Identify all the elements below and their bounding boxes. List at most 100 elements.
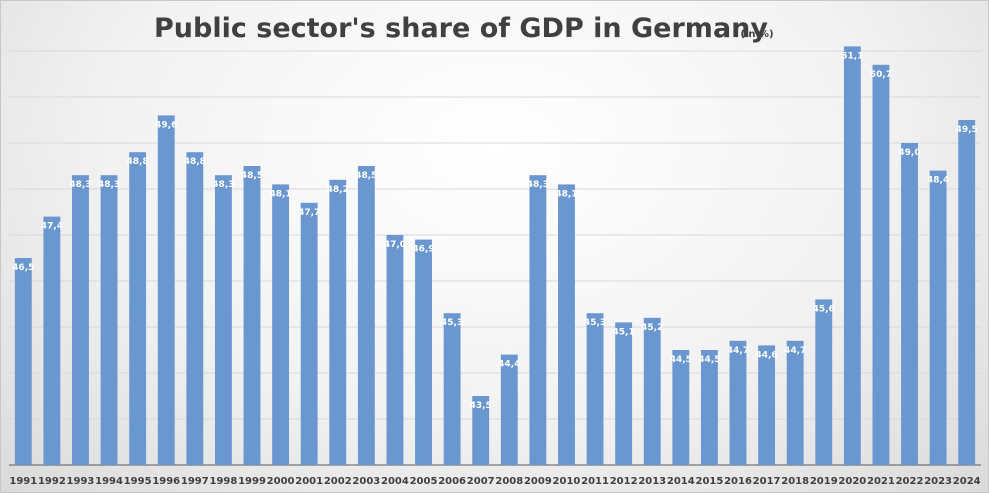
- data-label-1994: 48,3: [98, 180, 120, 190]
- x-tick-1999: 1999: [238, 476, 266, 487]
- x-tick-1996: 1996: [152, 476, 180, 487]
- x-tick-2010: 2010: [553, 476, 581, 487]
- data-label-2012: 45,1: [613, 327, 635, 337]
- bar-2015: [700, 350, 718, 465]
- x-tick-1993: 1993: [67, 476, 95, 487]
- x-tick-2000: 2000: [267, 476, 295, 487]
- x-tick-2004: 2004: [381, 476, 409, 487]
- x-axis-ticks: 1991 1992 1993 1994 1995 1996 1997 1998 1999 2000…: [9, 476, 980, 487]
- bar-2002: [329, 179, 347, 466]
- data-label-2013: 45,2: [641, 323, 663, 333]
- bar-series: 46,5 47,4 48,3 48,3 48,8 49,6 48,8 48,3 48,5 48,1…: [12, 46, 978, 466]
- bar-1999: [243, 166, 261, 465]
- bar-2000: [272, 184, 290, 465]
- data-label-2010: 48,1: [555, 189, 577, 199]
- x-tick-1997: 1997: [181, 476, 209, 487]
- data-label-1999: 48,5: [241, 171, 263, 181]
- bar-2012: [615, 322, 633, 465]
- bar-2011: [586, 313, 604, 465]
- x-tick-1998: 1998: [209, 476, 237, 487]
- bar-2010: [558, 184, 575, 465]
- x-tick-2006: 2006: [438, 476, 466, 487]
- bar-2013: [643, 317, 661, 465]
- chart-title: Public sector's share of GDP in Germany: [154, 13, 768, 44]
- data-label-2023: 48,4: [927, 176, 949, 186]
- x-tick-2012: 2012: [610, 476, 638, 487]
- bar-2020: [843, 46, 861, 466]
- x-tick-1994: 1994: [95, 476, 123, 487]
- data-label-1997: 48,8: [184, 157, 206, 167]
- data-label-2003: 48,5: [355, 171, 377, 181]
- data-label-2004: 47,0: [384, 240, 406, 250]
- x-tick-1992: 1992: [38, 476, 66, 487]
- data-label-2018: 44,7: [784, 346, 806, 356]
- x-tick-2007: 2007: [467, 476, 495, 487]
- data-label-2021: 50,7: [870, 70, 892, 80]
- chart-subtitle: (in %): [740, 29, 773, 40]
- x-tick-2005: 2005: [410, 476, 438, 487]
- x-tick-2008: 2008: [495, 476, 523, 487]
- x-tick-2017: 2017: [753, 476, 781, 487]
- bar-2017: [758, 345, 776, 465]
- bar-2024: [958, 120, 976, 465]
- data-label-2002: 48,2: [327, 185, 349, 195]
- bar-1992: [43, 216, 61, 465]
- bar-2023: [929, 170, 947, 465]
- data-label-1992: 47,4: [41, 222, 63, 232]
- bar-1997: [186, 152, 204, 465]
- data-label-2011: 45,3: [584, 318, 606, 328]
- bar-2004: [386, 235, 404, 465]
- data-label-2016: 44,7: [727, 346, 749, 356]
- bar-2005: [415, 239, 432, 465]
- x-tick-2022: 2022: [896, 476, 924, 487]
- gridlines: [9, 50, 981, 466]
- data-label-2019: 45,6: [813, 304, 835, 314]
- bar-2019: [815, 299, 833, 465]
- data-label-2009: 48,3: [527, 180, 549, 190]
- x-tick-1995: 1995: [124, 476, 152, 487]
- bar-2009: [529, 175, 547, 465]
- bar-1995: [129, 152, 147, 465]
- x-tick-2011: 2011: [581, 476, 609, 487]
- data-label-2005: 46,9: [412, 245, 434, 255]
- data-label-2014: 44,5: [670, 355, 692, 365]
- x-tick-2023: 2023: [924, 476, 952, 487]
- bar-1994: [100, 175, 118, 465]
- data-label-2000: 48,1: [269, 189, 291, 199]
- data-label-2017: 44,6: [755, 350, 777, 360]
- x-tick-2001: 2001: [295, 476, 323, 487]
- data-label-2022: 49,0: [898, 148, 920, 158]
- bar-2018: [786, 340, 804, 465]
- data-label-2015: 44,5: [698, 355, 720, 365]
- bar-2003: [357, 166, 375, 465]
- data-label-2020: 51,1: [841, 51, 863, 61]
- bar-2006: [443, 313, 461, 465]
- data-label-2006: 45,3: [441, 318, 463, 328]
- x-tick-1991: 1991: [9, 476, 37, 487]
- data-label-2007: 43,5: [470, 401, 492, 411]
- bar-2007: [472, 396, 490, 465]
- x-tick-2016: 2016: [724, 476, 752, 487]
- bar-1996: [157, 115, 175, 466]
- x-tick-2014: 2014: [667, 476, 695, 487]
- x-tick-2019: 2019: [810, 476, 838, 487]
- data-label-1991: 46,5: [12, 263, 34, 273]
- bar-2021: [872, 64, 890, 466]
- data-label-1995: 48,8: [127, 157, 149, 167]
- bar-2014: [672, 350, 690, 465]
- x-tick-2015: 2015: [695, 476, 723, 487]
- bar-1991: [14, 258, 32, 465]
- bar-2008: [500, 354, 518, 465]
- x-tick-2009: 2009: [524, 476, 552, 487]
- x-tick-2018: 2018: [781, 476, 809, 487]
- data-label-2001: 47,7: [298, 208, 320, 218]
- data-label-1993: 48,3: [69, 180, 91, 190]
- x-tick-2024: 2024: [953, 476, 981, 487]
- bar-2016: [729, 340, 747, 465]
- data-label-2024: 49,5: [956, 125, 978, 135]
- data-label-1998: 48,3: [212, 180, 234, 190]
- x-tick-2002: 2002: [324, 476, 352, 487]
- x-tick-2013: 2013: [638, 476, 666, 487]
- bar-2001: [300, 202, 318, 466]
